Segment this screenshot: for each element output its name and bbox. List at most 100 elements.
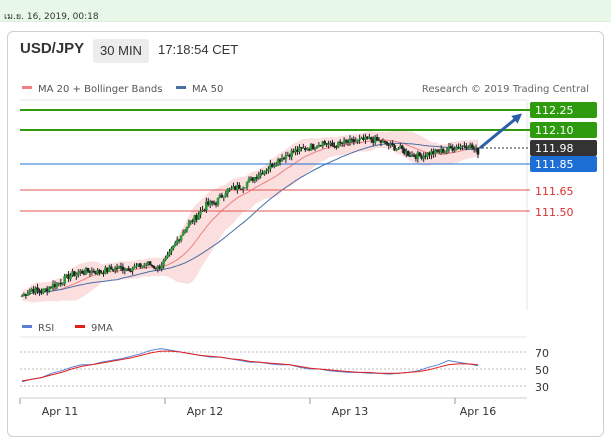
candle-body [117, 266, 121, 269]
candle-body [185, 226, 189, 231]
candle-body [63, 276, 66, 284]
candle-body [154, 268, 158, 269]
candle-body [276, 159, 280, 166]
candle-body [156, 266, 160, 269]
candle-body [59, 282, 63, 285]
candle-body [352, 139, 356, 143]
candle-body [463, 145, 466, 147]
candle-body [404, 151, 408, 154]
level-label-resistance: 112.10 [535, 124, 574, 137]
candle-body [329, 142, 332, 145]
candle-body [110, 266, 113, 270]
candle-body [391, 143, 394, 146]
candle-body [348, 139, 352, 143]
candle-body [323, 141, 326, 144]
candle-body [375, 137, 379, 141]
candle-body [90, 270, 94, 273]
candle-body [445, 150, 449, 152]
candle-body [214, 203, 218, 205]
ma20-legend-swatch [22, 86, 32, 89]
candle-body [238, 185, 241, 189]
ma20-legend-label: MA 20 + Bollinger Bands [38, 84, 162, 95]
candle-body [127, 268, 130, 271]
symbol-label: USD/JPY [20, 40, 85, 57]
candle-body [245, 182, 249, 188]
candle-body [98, 270, 101, 274]
candle-body [439, 148, 443, 153]
candle-body [449, 146, 453, 148]
rsi-tick-30: 30 [535, 381, 549, 394]
candle-body [150, 265, 154, 266]
candle-body [333, 146, 336, 147]
candle-body [280, 158, 284, 162]
candle-body [20, 296, 24, 298]
candle-body [261, 172, 264, 175]
candle-body [160, 265, 163, 269]
candle-body [457, 146, 460, 148]
candle-body [137, 263, 140, 266]
candle-body [224, 193, 227, 197]
candle-body [119, 266, 123, 268]
candle-body [267, 168, 270, 171]
candle-body [319, 145, 323, 147]
candle-body [195, 215, 198, 220]
candle-body [315, 146, 319, 149]
timestamp-text: เม.ย. 16, 2019, 00:18 [4, 12, 99, 22]
candle-body [360, 137, 363, 139]
candle-body [133, 265, 136, 269]
candle-body [403, 149, 406, 154]
x-label-apr16: Apr 16 [460, 405, 497, 418]
candle-body [434, 149, 437, 154]
candle-body [78, 271, 82, 273]
candle-body [472, 147, 476, 149]
candle-body [327, 144, 330, 146]
candle-body [187, 222, 191, 227]
candle-body [96, 270, 99, 275]
candle-body [164, 257, 167, 261]
candle-body [358, 138, 361, 140]
candle-body [467, 147, 470, 149]
candle-body [255, 177, 259, 179]
candle-body [158, 266, 162, 269]
candle-body [220, 194, 224, 198]
candle-body [251, 177, 255, 181]
candle-body [36, 287, 39, 291]
candle-body [141, 265, 144, 268]
candle-body [269, 163, 272, 169]
candle-body [257, 175, 260, 179]
candle-body [459, 146, 462, 148]
candle-body [65, 274, 68, 277]
candle-body [399, 145, 402, 149]
candle-body [447, 146, 451, 151]
candle-body [395, 148, 398, 151]
candle-body [383, 141, 387, 143]
candle-body [177, 239, 181, 241]
candle-body [53, 284, 57, 287]
candle-body [71, 271, 74, 276]
candle-body [451, 148, 455, 151]
candle-body [77, 272, 80, 274]
bollinger-band [22, 130, 478, 303]
ma50-line [21, 142, 479, 297]
candle-body [179, 235, 183, 241]
candle-body [181, 232, 185, 236]
candle-body [207, 201, 210, 205]
candle-body [197, 214, 200, 220]
candle-body [311, 144, 315, 150]
candle-body [86, 268, 90, 272]
candle-body [393, 145, 396, 151]
candle-body [191, 220, 195, 222]
candle-body [377, 140, 381, 142]
timeframe-badge[interactable]: 30 MIN [93, 39, 149, 63]
candle-body [82, 273, 86, 275]
candle-body [470, 144, 474, 148]
candle-body [30, 289, 33, 291]
candle-body [428, 152, 431, 156]
candle-body [168, 251, 171, 255]
candle-body [166, 254, 169, 258]
candle-body [410, 154, 414, 157]
candle-body [414, 156, 418, 159]
candle-body [69, 275, 72, 280]
candle-body [102, 272, 105, 274]
